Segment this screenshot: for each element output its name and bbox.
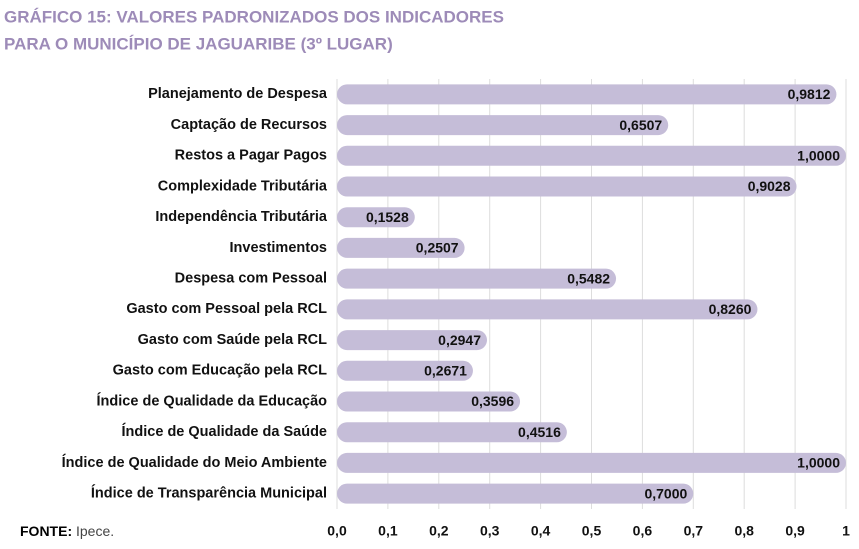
value-label: 1,0000 (797, 455, 840, 471)
value-label: 1,0000 (797, 147, 840, 163)
x-tick-label: 0,7 (684, 523, 704, 539)
x-tick-label: 0,3 (480, 523, 500, 539)
value-label: 0,6507 (619, 117, 662, 133)
category-label: Investimentos (230, 240, 328, 256)
bar (337, 422, 567, 443)
value-label: 0,1528 (366, 209, 409, 225)
value-label: 0,2671 (424, 362, 467, 378)
category-label: Independência Tributária (155, 209, 328, 225)
value-label: 0,9028 (748, 178, 791, 194)
source: FONTE: Ipece. (20, 523, 114, 539)
bar (337, 299, 758, 320)
bar (337, 452, 846, 473)
bar (337, 237, 465, 258)
value-label: 0,3596 (471, 393, 514, 409)
x-tick-label: 0,0 (327, 523, 347, 539)
category-label: Gasto com Educação pela RCL (113, 363, 327, 379)
category-label: Complexidade Tributária (158, 178, 328, 194)
x-tick-label: 0,2 (429, 523, 449, 539)
category-label: Planejamento de Despesa (148, 86, 328, 102)
value-label: 0,4516 (518, 424, 561, 440)
bar (337, 145, 846, 166)
source-label: FONTE: (20, 523, 72, 539)
bar (337, 360, 473, 381)
value-label: 0,2947 (438, 332, 481, 348)
category-label: Captação de Recursos (171, 117, 327, 133)
value-label: 0,8260 (709, 301, 752, 317)
value-label: 0,7000 (644, 485, 687, 501)
bar (337, 84, 837, 105)
value-label: 0,9812 (788, 86, 831, 102)
bar (337, 330, 488, 351)
category-label: Despesa com Pessoal (175, 270, 327, 286)
x-tick-label: 1 (842, 523, 850, 539)
x-tick-label: 0,4 (531, 523, 551, 539)
chart-title: GRÁFICO 15: VALORES PADRONIZADOS DOS IND… (4, 7, 504, 26)
bar (337, 176, 797, 197)
x-tick-label: 0,6 (633, 523, 653, 539)
category-label: Gasto com Pessoal pela RCL (126, 301, 327, 317)
bar (337, 115, 669, 136)
bar (337, 268, 617, 289)
source-text: Ipece. (76, 523, 114, 539)
category-label: Índice de Qualidade da Saúde (122, 423, 327, 440)
bar (337, 483, 694, 504)
category-label: Índice de Qualidade do Meio Ambiente (62, 454, 327, 471)
chart-title: PARA O MUNICÍPIO DE JAGUARIBE (3º LUGAR) (4, 34, 393, 53)
category-label: Índice de Qualidade da Educação (97, 392, 328, 409)
bar (337, 391, 521, 412)
x-tick-label: 0,8 (734, 523, 754, 539)
value-label: 0,5482 (567, 270, 610, 286)
category-label: Restos a Pagar Pagos (175, 148, 327, 164)
category-label: Índice de Transparência Municipal (91, 484, 327, 501)
bar (337, 207, 415, 228)
category-label: Gasto com Saúde pela RCL (138, 332, 327, 348)
x-tick-label: 0,1 (378, 523, 398, 539)
value-label: 0,2507 (416, 240, 459, 256)
x-tick-label: 0,9 (785, 523, 805, 539)
x-tick-label: 0,5 (582, 523, 602, 539)
